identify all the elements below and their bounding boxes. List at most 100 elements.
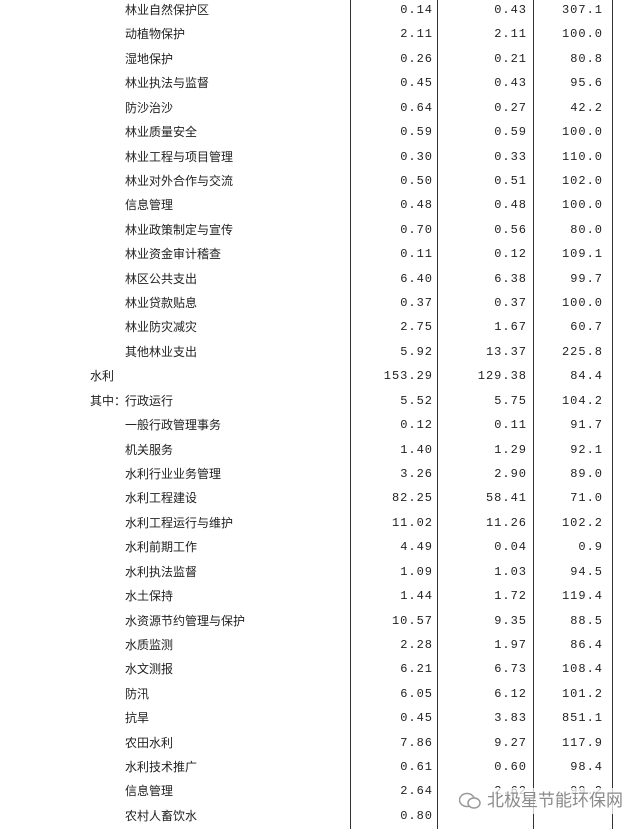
cell-value: 0.43 <box>494 76 527 91</box>
cell-value: 100.0 <box>561 198 603 213</box>
cell-value: 0.56 <box>494 222 527 237</box>
cell-value: 95.6 <box>570 76 603 91</box>
cell-value: 9.27 <box>494 735 527 750</box>
cell-value: 307.1 <box>561 3 603 17</box>
column-rule <box>350 0 351 829</box>
cell-value: 109.1 <box>561 247 603 262</box>
row-label: 水利行业业务管理 <box>125 466 222 481</box>
row-label: 水质监测 <box>125 637 174 652</box>
cell-value: 0.51 <box>494 173 527 188</box>
cell-value: 0.60 <box>494 760 527 775</box>
cell-value: 108.4 <box>561 662 603 677</box>
cell-value: 0.9 <box>578 540 603 555</box>
cell-value: 119.4 <box>561 589 603 604</box>
cell-value: 100.0 <box>561 296 603 311</box>
cell-value: 92.1 <box>570 442 603 457</box>
cell-value: 84.4 <box>570 369 603 384</box>
cell-value: 2.11 <box>400 27 433 42</box>
watermark: 北极星节能环保网 <box>455 788 627 814</box>
cell-value: 0.70 <box>400 222 433 237</box>
cell-value: 2.28 <box>400 637 433 652</box>
cell-value: 0.11 <box>494 418 527 433</box>
cell-value: 3.26 <box>400 466 433 481</box>
cell-value: 117.9 <box>561 735 603 750</box>
cell-value: 104.2 <box>561 393 603 408</box>
row-label: 抗旱 <box>125 711 150 726</box>
cell-value: 89.0 <box>570 466 603 481</box>
cell-value: 11.26 <box>485 515 527 530</box>
cell-value: 0.61 <box>400 760 433 775</box>
cell-value: 1.09 <box>400 564 433 579</box>
cell-value: 10.57 <box>391 613 433 628</box>
cell-value: 0.14 <box>400 3 433 17</box>
row-label: 水资源节约管理与保护 <box>125 613 246 628</box>
cell-value: 0.80 <box>400 808 433 823</box>
row-label: 其他林业支出 <box>125 344 198 359</box>
row-label: 林业政策制定与宣传 <box>125 222 234 237</box>
cell-value: 0.59 <box>400 125 433 140</box>
cell-value: 100.0 <box>561 125 603 140</box>
cell-value: 0.21 <box>494 51 527 66</box>
cell-value: 6.40 <box>400 271 433 286</box>
column-rule <box>612 0 613 829</box>
column-rule <box>437 0 438 829</box>
row-label: 林业自然保护区 <box>125 3 210 17</box>
watermark-text: 北极星节能环保网 <box>487 791 623 811</box>
cell-value: 1.67 <box>494 320 527 335</box>
cell-value: 98.4 <box>570 760 603 775</box>
cell-value: 3.83 <box>494 711 527 726</box>
cell-value: 110.0 <box>561 149 603 164</box>
cell-value: 1.29 <box>494 442 527 457</box>
cell-value: 58.41 <box>485 491 527 506</box>
cell-value: 102.2 <box>561 515 603 530</box>
cell-value: 1.40 <box>400 442 433 457</box>
row-label: 防沙治沙 <box>125 100 174 115</box>
row-label: 水利工程运行与维护 <box>125 515 234 530</box>
row-label: 水利 <box>90 369 115 384</box>
cell-value: 71.0 <box>570 491 603 506</box>
cell-value: 2.90 <box>494 466 527 481</box>
cell-value: 5.92 <box>400 344 433 359</box>
cell-value: 0.33 <box>494 149 527 164</box>
cell-value: 0.11 <box>400 247 433 262</box>
row-prefix: 其中： <box>90 393 127 408</box>
cell-value: 0.12 <box>494 247 527 262</box>
cell-value: 6.21 <box>400 662 433 677</box>
row-label: 信息管理 <box>125 198 174 213</box>
cell-value: 0.45 <box>400 76 433 91</box>
cell-value: 42.2 <box>570 100 603 115</box>
cell-value: 94.5 <box>570 564 603 579</box>
row-label: 湿地保护 <box>125 51 174 66</box>
cell-value: 11.02 <box>391 515 433 530</box>
cell-value: 0.27 <box>494 100 527 115</box>
row-label: 林区公共支出 <box>125 271 198 286</box>
cell-value: 0.48 <box>400 198 433 213</box>
row-label: 林业工程与项目管理 <box>125 149 234 164</box>
cell-value: 1.97 <box>494 637 527 652</box>
cell-value: 0.43 <box>494 3 527 17</box>
row-label: 行政运行 <box>125 393 174 408</box>
cell-value: 6.38 <box>494 271 527 286</box>
row-label: 林业执法与监督 <box>125 76 210 91</box>
row-label: 林业对外合作与交流 <box>125 173 234 188</box>
cell-value: 2.11 <box>494 27 527 42</box>
cell-value: 2.64 <box>400 784 433 799</box>
cell-value: 1.72 <box>494 589 527 604</box>
cell-value: 80.8 <box>570 51 603 66</box>
cell-value: 86.4 <box>570 637 603 652</box>
row-label: 水利执法监督 <box>125 564 198 579</box>
row-label: 林业资金审计稽查 <box>125 247 222 262</box>
cell-value: 100.0 <box>561 27 603 42</box>
cell-value: 1.03 <box>494 564 527 579</box>
cell-value: 0.64 <box>400 100 433 115</box>
cell-value: 80.0 <box>570 222 603 237</box>
cell-value: 0.37 <box>494 296 527 311</box>
cell-value: 6.73 <box>494 662 527 677</box>
cell-value: 225.8 <box>561 344 603 359</box>
cell-value: 82.25 <box>391 491 433 506</box>
row-label: 水利前期工作 <box>125 540 198 555</box>
cell-value: 129.38 <box>477 369 527 384</box>
cell-value: 5.52 <box>400 393 433 408</box>
cell-value: 0.12 <box>400 418 433 433</box>
cell-value: 9.35 <box>494 613 527 628</box>
